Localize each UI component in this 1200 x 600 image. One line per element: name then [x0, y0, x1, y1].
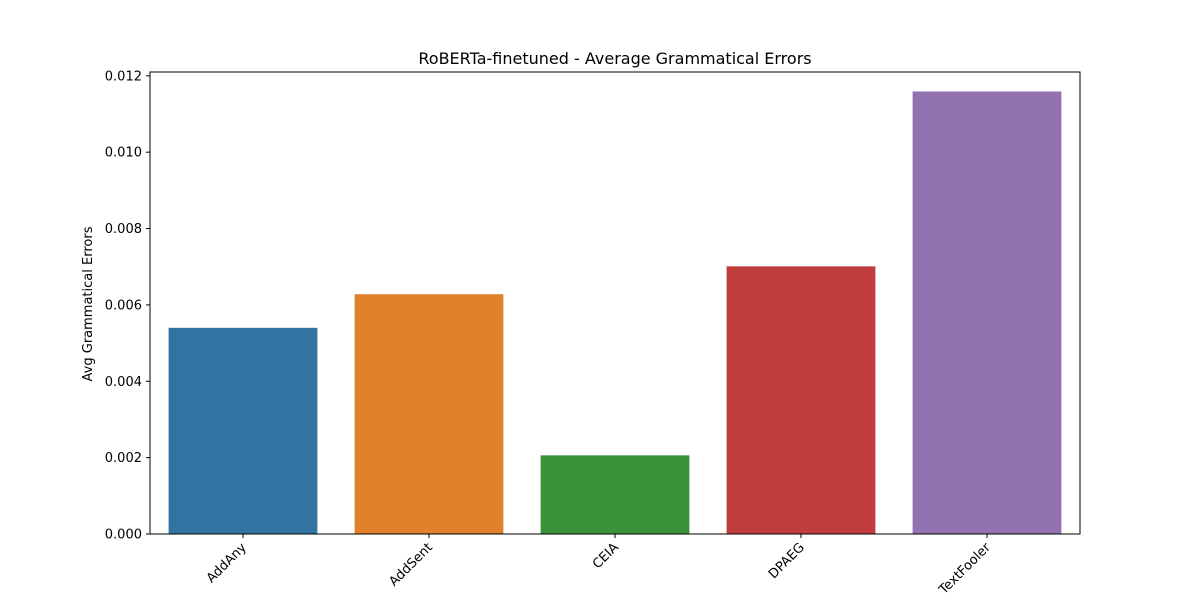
- bar-addany: [168, 327, 318, 534]
- chart-title: RoBERTa-finetuned - Average Grammatical …: [418, 49, 811, 68]
- x-tick-label: AddSent: [386, 540, 435, 589]
- x-tick-label: TextFooler: [936, 540, 995, 599]
- y-axis: 0.000 0.002 0.004 0.006 0.008 0.010 0.012: [105, 69, 150, 543]
- x-axis: AddAny AddSent CEIA DPAEG TextFooler: [204, 534, 994, 598]
- y-tick-label: 0.012: [105, 69, 142, 84]
- bar-addsent: [354, 294, 504, 534]
- x-tick-label: CEIA: [590, 540, 622, 572]
- bar-ceia: [540, 455, 690, 534]
- bar-dpaeg: [726, 266, 876, 534]
- y-tick-label: 0.004: [105, 375, 142, 390]
- y-axis-label: Avg Grammatical Errors: [81, 226, 96, 381]
- y-tick-label: 0.006: [105, 298, 142, 313]
- x-tick-label: DPAEG: [766, 540, 808, 582]
- y-tick-label: 0.002: [105, 451, 142, 466]
- x-tick-label: AddAny: [204, 540, 250, 586]
- bars-group: [168, 91, 1062, 535]
- y-tick-label: 0.008: [105, 222, 142, 237]
- y-tick-label: 0.000: [105, 528, 142, 543]
- y-tick-label: 0.010: [105, 146, 142, 161]
- bar-textfooler: [912, 91, 1062, 535]
- plot-frame: [149, 71, 1081, 535]
